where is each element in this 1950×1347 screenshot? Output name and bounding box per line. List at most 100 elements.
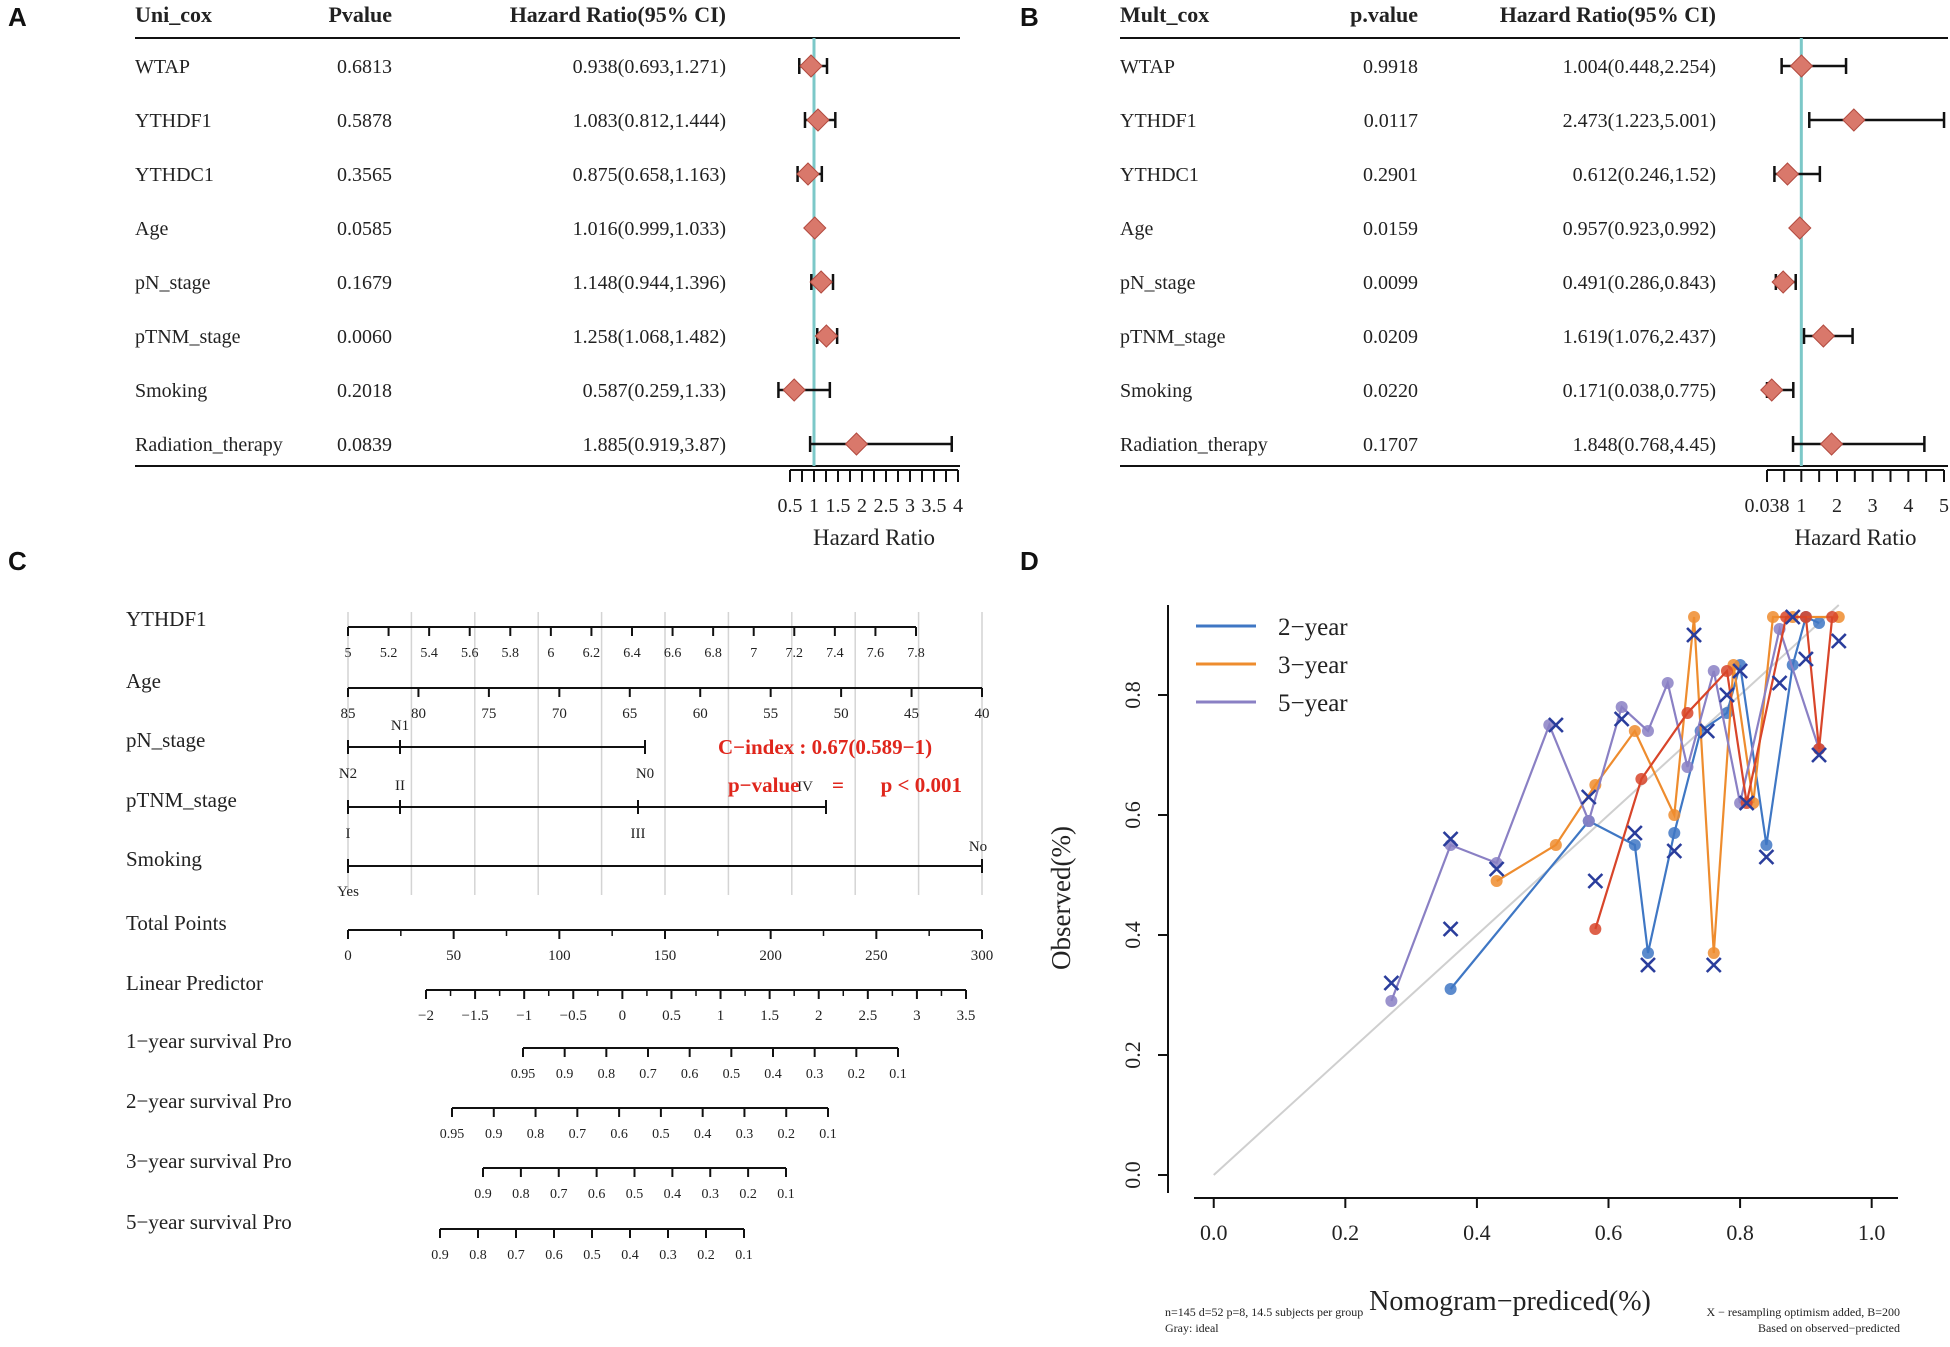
calibration-x-tick-label: 0.2 xyxy=(1332,1220,1360,1245)
calibration-cross-mark xyxy=(1705,957,1722,973)
forest-b-row-label: YTHDC1 xyxy=(1120,164,1199,186)
nomogram-total-points-tick-label: 250 xyxy=(865,948,888,964)
nomogram-total-points-tick-label: 150 xyxy=(654,948,677,964)
calibration-ideal-line xyxy=(1213,604,1840,1176)
forest-a-estimate-diamond xyxy=(814,324,839,348)
calibration-footnote-left: n=145 d=52 p=8, 14.5 subjects per group xyxy=(1165,1305,1363,1319)
nomogram-surv3-tick-label: 0.7 xyxy=(550,1187,568,1202)
nomogram-surv5-tick-label: 0.3 xyxy=(659,1248,677,1263)
forest-b-row-label: Age xyxy=(1120,218,1153,240)
calibration-point xyxy=(1766,611,1779,623)
nomogram-surv2-tick-label: 0.7 xyxy=(569,1127,587,1142)
calibration-series-line xyxy=(1449,615,1820,990)
calibration-y-tick-label: 0.2 xyxy=(1120,1041,1145,1069)
forest-a-estimate-diamond xyxy=(806,108,830,132)
forest-b-header-p: p.value xyxy=(1350,2,1418,27)
nomogram-row-label: Smoking xyxy=(126,847,202,871)
calibration-point xyxy=(1681,707,1694,719)
nomogram-pn-label: N2 xyxy=(339,766,357,782)
forest-b-row-pvalue: 0.1707 xyxy=(1363,434,1418,456)
calibration-cross-mark xyxy=(1580,789,1597,805)
forest-b-estimate-diamond xyxy=(1789,54,1814,78)
forest-b-row-hr: 1.848(0.768,4.45) xyxy=(1573,434,1716,456)
calibration-cross-mark xyxy=(1699,723,1716,739)
calibration-cross-mark xyxy=(1442,831,1459,847)
nomogram-surv1-tick-label: 0.95 xyxy=(511,1067,536,1082)
nomogram-linear-predictor-tick-label: 2 xyxy=(815,1008,823,1024)
forest-a-estimate-diamond xyxy=(782,378,806,402)
calibration-point xyxy=(1668,809,1681,821)
forest-b-tick-label: 1 xyxy=(1796,495,1806,517)
forest-a-row-pvalue: 0.0839 xyxy=(337,434,392,456)
calibration-cross-mark xyxy=(1830,633,1847,649)
forest-a-row-label: Age xyxy=(135,218,168,240)
nomogram-linear-predictor-tick-label: 3.5 xyxy=(957,1008,976,1024)
nomogram-ythdf1-tick-label: 6 xyxy=(547,646,554,661)
calibration-point xyxy=(1549,839,1562,851)
forest-a-estimate-diamond xyxy=(799,54,823,78)
forest-b-estimate-diamond xyxy=(1760,378,1784,402)
calibration-cross-mark xyxy=(1640,957,1656,973)
calibration-y-axis-label: Observed(%) xyxy=(1046,826,1076,970)
nomogram-linear-predictor-tick-label: 3 xyxy=(913,1008,921,1024)
nomogram-surv2-tick-label: 0.2 xyxy=(777,1127,795,1142)
calibration-x-tick-label: 0.8 xyxy=(1726,1220,1754,1245)
forest-a-row-label: YTHDF1 xyxy=(135,110,212,132)
calibration-point xyxy=(1799,611,1812,623)
nomogram-row-label: 1−year survival Pro xyxy=(126,1029,292,1053)
calibration-x-tick-label: 0.0 xyxy=(1200,1220,1228,1245)
nomogram-surv2-tick-label: 0.5 xyxy=(652,1127,670,1142)
calibration-cross-mark xyxy=(1587,873,1604,889)
nomogram-surv3-tick-label: 0.4 xyxy=(664,1187,682,1202)
calibration-cross-mark xyxy=(1784,609,1801,625)
nomogram-surv2-tick-label: 0.9 xyxy=(485,1127,503,1142)
nomogram-ythdf1-tick-label: 5 xyxy=(345,646,352,661)
forest-b-row-hr: 0.957(0.923,0.992) xyxy=(1563,218,1716,240)
calibration-x-tick-label: 0.4 xyxy=(1463,1220,1491,1245)
nomogram-pvalue-eq: = xyxy=(832,773,844,797)
forest-b-row-label: Smoking xyxy=(1120,380,1192,402)
forest-a-row-hr: 0.938(0.693,1.271) xyxy=(573,56,726,78)
forest-a-tick-label: 1 xyxy=(809,495,819,517)
nomogram-surv2-tick-label: 0.3 xyxy=(736,1127,754,1142)
forest-b-header-hr: Hazard Ratio(95% CI) xyxy=(1500,2,1716,27)
nomogram-row-label: 2−year survival Pro xyxy=(126,1089,292,1113)
nomogram-ythdf1-tick-label: 6.4 xyxy=(623,646,641,661)
nomogram-surv5-tick-label: 0.2 xyxy=(697,1248,715,1263)
nomogram-surv3-tick-label: 0.2 xyxy=(739,1187,757,1202)
nomogram-smoking-label: Yes xyxy=(337,884,359,900)
nomogram-linear-predictor-tick-label: 1 xyxy=(717,1008,725,1024)
nomogram-total-points-tick-label: 200 xyxy=(759,948,782,964)
nomogram-pvalue-label: p−value xyxy=(728,773,799,797)
forest-b-tick-label: 5 xyxy=(1939,495,1949,517)
nomogram-row-label: pN_stage xyxy=(126,728,205,752)
forest-b-header-name: Mult_cox xyxy=(1120,2,1209,27)
nomogram-surv5-tick-label: 0.5 xyxy=(583,1248,601,1263)
calibration-cross-mark xyxy=(1738,795,1755,811)
nomogram-surv3-tick-label: 0.5 xyxy=(626,1187,644,1202)
forest-b-row-pvalue: 0.0220 xyxy=(1363,380,1418,402)
forest-a-row-label: WTAP xyxy=(135,56,190,78)
forest-a-estimate-diamond xyxy=(844,432,869,456)
calibration-cross-mark xyxy=(1797,651,1814,667)
calibration-cross-mark xyxy=(1771,675,1788,691)
calibration-point xyxy=(1615,701,1628,713)
forest-a-row-pvalue: 0.0060 xyxy=(337,326,392,348)
calibration-point xyxy=(1668,827,1681,839)
nomogram-surv2-tick-label: 0.1 xyxy=(819,1127,837,1142)
calibration-point xyxy=(1760,839,1773,851)
nomogram-ptnm-label: IV xyxy=(797,779,813,795)
calibration-point xyxy=(1385,995,1398,1007)
calibration-cross-mark xyxy=(1719,687,1735,703)
calibration-legend-label: 2−year xyxy=(1278,614,1348,641)
calibration-series-line xyxy=(1390,624,1821,1002)
calibration-footnote-left: Gray: ideal xyxy=(1165,1321,1219,1335)
nomogram-linear-predictor-tick-label: 2.5 xyxy=(858,1008,877,1024)
nomogram-ythdf1-tick-label: 5.2 xyxy=(380,646,398,661)
nomogram-smoking-label: No xyxy=(969,839,987,855)
forest-a-row-label: Smoking xyxy=(135,380,207,402)
calibration-cross-mark xyxy=(1383,975,1400,991)
forest-b-tick-label: 3 xyxy=(1868,495,1878,517)
